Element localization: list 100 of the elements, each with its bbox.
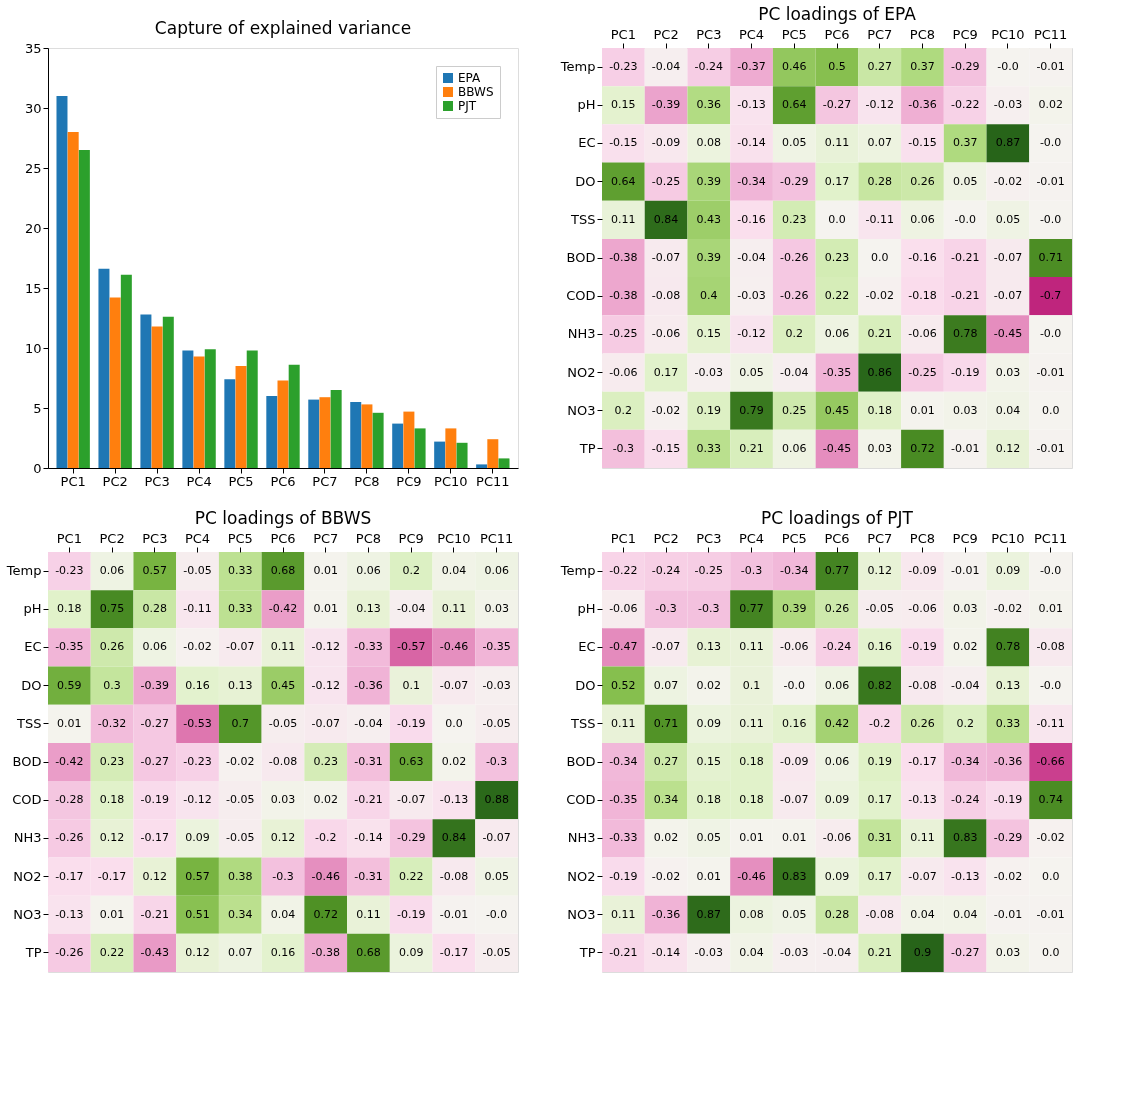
bar	[288, 364, 300, 468]
data-label: -0.0	[1039, 678, 1062, 692]
data-label: -0.46	[737, 869, 766, 883]
data-label: -0.38	[609, 251, 638, 264]
y-tick-label: NO2	[567, 364, 596, 380]
data-label: 0.06	[142, 640, 168, 654]
data-label: 0.28	[142, 602, 168, 616]
data-label: -0.36	[354, 678, 383, 692]
data-label: 0.01	[313, 564, 338, 578]
data-label: -0.02	[183, 640, 212, 654]
data-label: -0.19	[609, 869, 638, 883]
data-label: 0.23	[782, 212, 807, 226]
x-tick-label: PC10	[437, 530, 471, 546]
data-label: -0.09	[780, 755, 809, 768]
data-label: -0.33	[609, 831, 638, 845]
data-label: -0.12	[311, 640, 340, 654]
data-label: 0.16	[270, 945, 296, 959]
data-label: -0.27	[822, 98, 852, 112]
data-label: -0.08	[439, 869, 469, 883]
data-label: 0.09	[995, 564, 1021, 578]
data-label: -0.16	[737, 212, 766, 226]
bar	[78, 150, 90, 468]
data-label: 0.05	[696, 831, 722, 845]
bar	[308, 399, 320, 468]
y-tick-label: 25	[24, 160, 42, 176]
bar	[246, 350, 258, 468]
data-label: 0.12	[142, 869, 168, 883]
data-label: 0.39	[696, 251, 722, 264]
data-label: -0.02	[651, 403, 681, 417]
x-tick-label: PC7	[867, 26, 893, 42]
y-tick-label: 15	[24, 280, 42, 296]
data-label: 0.34	[228, 907, 253, 921]
data-label: -0.05	[482, 716, 511, 730]
data-label: 0.83	[952, 831, 978, 845]
data-label: 0.74	[1038, 793, 1063, 807]
data-label: -0.29	[993, 831, 1023, 845]
data-label: 0.13	[228, 678, 253, 692]
data-label: 0.01	[313, 602, 338, 616]
data-label: -0.24	[950, 793, 980, 807]
data-label: 0.45	[270, 678, 296, 692]
data-label: -0.06	[822, 831, 852, 845]
data-label: -0.27	[950, 945, 980, 959]
x-tick-label: PC9	[952, 26, 978, 42]
data-label: -0.03	[737, 289, 766, 303]
data-label: 0.26	[99, 640, 125, 654]
data-label: 0.63	[398, 755, 424, 768]
x-tick-label: PC7	[313, 530, 339, 546]
x-tick-label: PC1	[610, 530, 636, 546]
data-label: 0.84	[441, 831, 467, 845]
data-label: -0.07	[311, 716, 340, 730]
y-tick-label: DO	[21, 677, 42, 693]
data-label: 0.1	[402, 678, 420, 692]
bar	[361, 404, 373, 468]
data-label: 0.03	[270, 793, 296, 807]
data-label: 0.39	[782, 602, 807, 616]
data-label: 0.06	[356, 564, 381, 578]
data-label: -0.47	[609, 640, 638, 654]
data-label: -0.09	[651, 136, 681, 150]
data-label: 0.05	[782, 907, 807, 921]
data-label: 0.06	[782, 441, 807, 455]
data-label: -0.02	[651, 869, 681, 883]
bar	[277, 380, 289, 468]
x-tick-label: PC4	[738, 530, 765, 546]
data-label: 0.06	[910, 212, 935, 226]
y-tick-label: NO3	[13, 906, 42, 922]
data-label: -0.19	[396, 907, 426, 921]
data-label: 0.04	[739, 945, 764, 959]
x-tick-label: PC3	[696, 530, 722, 546]
data-label: 0.64	[611, 174, 636, 188]
y-tick-label: BOD	[566, 250, 596, 265]
data-label: 0.78	[952, 327, 978, 341]
data-label: 0.12	[270, 831, 296, 845]
data-label: 0.12	[99, 831, 125, 845]
x-tick-label: PC10	[991, 26, 1025, 42]
data-label: -0.34	[609, 755, 638, 768]
data-label: 0.0	[828, 212, 846, 226]
data-label: -0.01	[1036, 174, 1065, 188]
y-tick-label: 20	[24, 220, 42, 236]
data-label: -0.0	[1039, 212, 1062, 226]
data-label: 0.51	[185, 907, 210, 921]
y-tick-label: BOD	[12, 754, 42, 769]
y-tick-label: EC	[24, 639, 42, 655]
data-label: 0.22	[398, 869, 424, 883]
y-tick-label: EC	[578, 639, 596, 655]
data-label: 0.09	[398, 945, 424, 959]
data-label: 0.02	[653, 831, 679, 845]
data-label: 0.05	[995, 212, 1021, 226]
data-label: 0.88	[484, 793, 509, 807]
data-label: -0.0	[954, 212, 976, 226]
data-label: -0.25	[694, 564, 724, 578]
data-label: 0.18	[739, 755, 764, 768]
data-label: 0.42	[824, 716, 850, 730]
data-label: -0.45	[993, 327, 1023, 341]
data-label: 0.77	[739, 602, 764, 616]
bar	[403, 411, 415, 468]
data-label: 0.02	[441, 755, 467, 768]
data-label: -0.02	[226, 755, 255, 768]
data-label: -0.07	[396, 793, 426, 807]
data-label: -0.7	[1039, 289, 1062, 303]
data-label: -0.23	[609, 60, 638, 74]
